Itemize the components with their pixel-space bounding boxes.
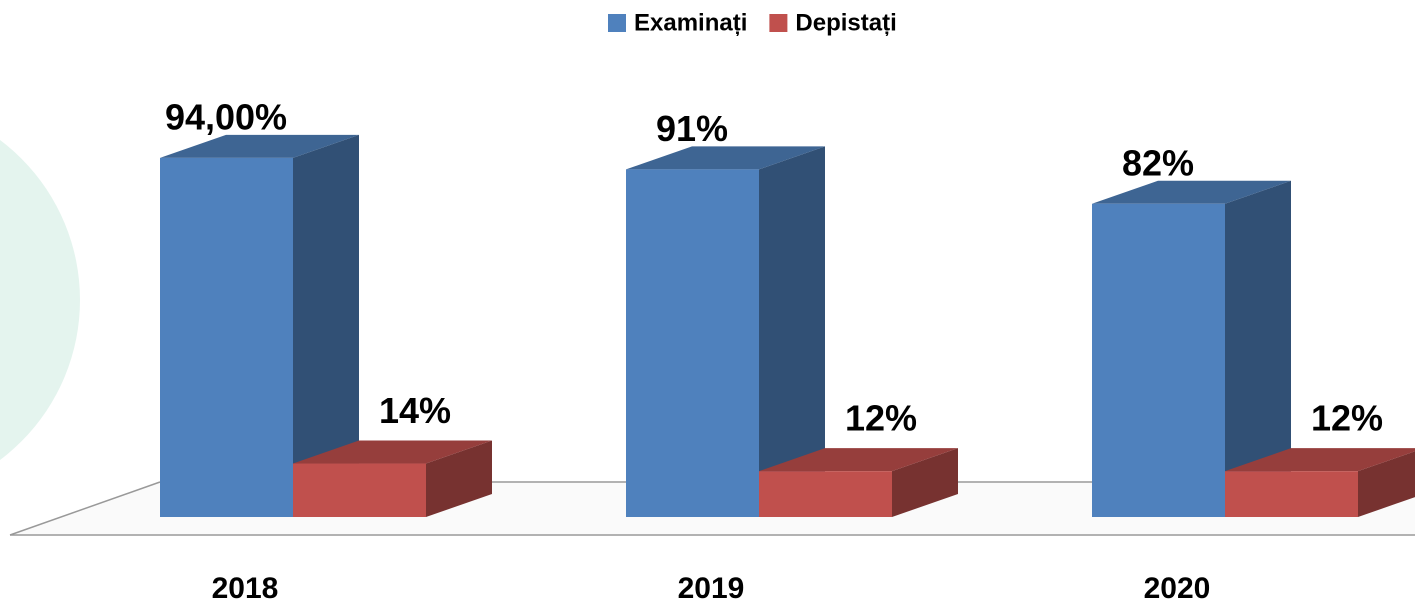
x-tick-label: 2019	[678, 572, 745, 605]
background-decoration	[0, 100, 80, 500]
x-tick-label: 2020	[1144, 572, 1211, 605]
x-tick-label: 2018	[212, 572, 279, 605]
data-label: 12%	[845, 398, 917, 439]
bar	[759, 471, 892, 517]
legend-label: Examinați	[634, 9, 747, 36]
bar	[160, 158, 293, 517]
data-label: 94,00%	[165, 96, 287, 137]
data-label: 82%	[1122, 142, 1194, 183]
legend-swatch	[608, 14, 626, 32]
bar	[626, 169, 759, 517]
data-label: 12%	[1311, 398, 1383, 439]
legend-label: Depistați	[795, 9, 896, 36]
bar	[293, 464, 426, 517]
legend-swatch	[769, 14, 787, 32]
data-label: 14%	[379, 390, 451, 431]
bar	[1092, 204, 1225, 517]
data-label: 91%	[656, 108, 728, 149]
chart: Examinați Depistați 2018 94,00% 14% 2019 91% 12…	[0, 0, 1415, 606]
bar	[1225, 471, 1358, 517]
